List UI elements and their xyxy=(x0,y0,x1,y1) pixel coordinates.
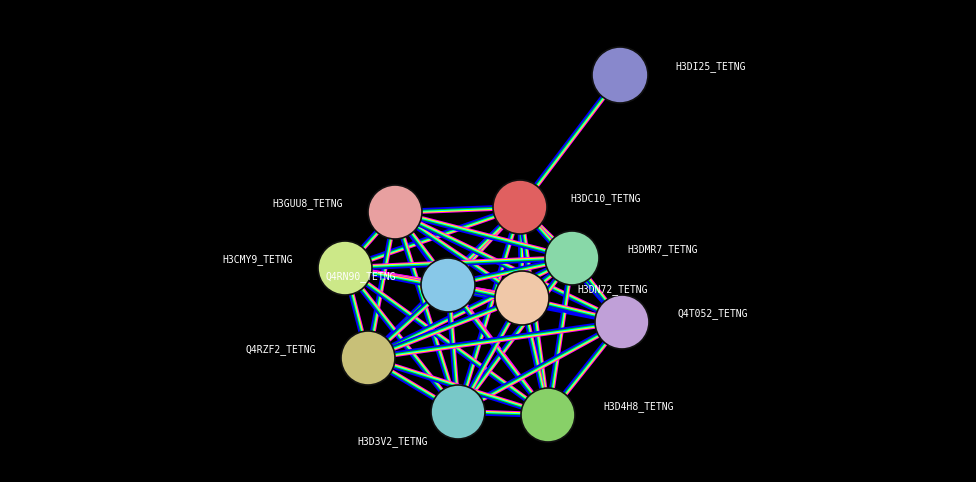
Circle shape xyxy=(318,241,372,295)
Circle shape xyxy=(493,180,547,234)
Text: H3D3V2_TETNG: H3D3V2_TETNG xyxy=(357,437,428,447)
Text: H3CMY9_TETNG: H3CMY9_TETNG xyxy=(223,254,293,266)
Text: H3GUU8_TETNG: H3GUU8_TETNG xyxy=(272,199,343,210)
Circle shape xyxy=(431,385,485,439)
Circle shape xyxy=(368,185,422,239)
Circle shape xyxy=(341,331,395,385)
Circle shape xyxy=(595,295,649,349)
Circle shape xyxy=(592,47,648,103)
Text: Q4RZF2_TETNG: Q4RZF2_TETNG xyxy=(246,345,316,355)
Circle shape xyxy=(495,271,549,325)
Text: H3DN72_TETNG: H3DN72_TETNG xyxy=(577,284,647,295)
Circle shape xyxy=(545,231,599,285)
Text: H3DI25_TETNG: H3DI25_TETNG xyxy=(675,62,746,72)
Text: H3DC10_TETNG: H3DC10_TETNG xyxy=(570,194,640,204)
Circle shape xyxy=(521,388,575,442)
Text: Q4RN90_TETNG: Q4RN90_TETNG xyxy=(326,271,396,282)
Text: H3D4H8_TETNG: H3D4H8_TETNG xyxy=(603,402,673,413)
Circle shape xyxy=(421,258,475,312)
Text: H3DMR7_TETNG: H3DMR7_TETNG xyxy=(627,244,698,255)
Text: Q4T052_TETNG: Q4T052_TETNG xyxy=(677,308,748,320)
